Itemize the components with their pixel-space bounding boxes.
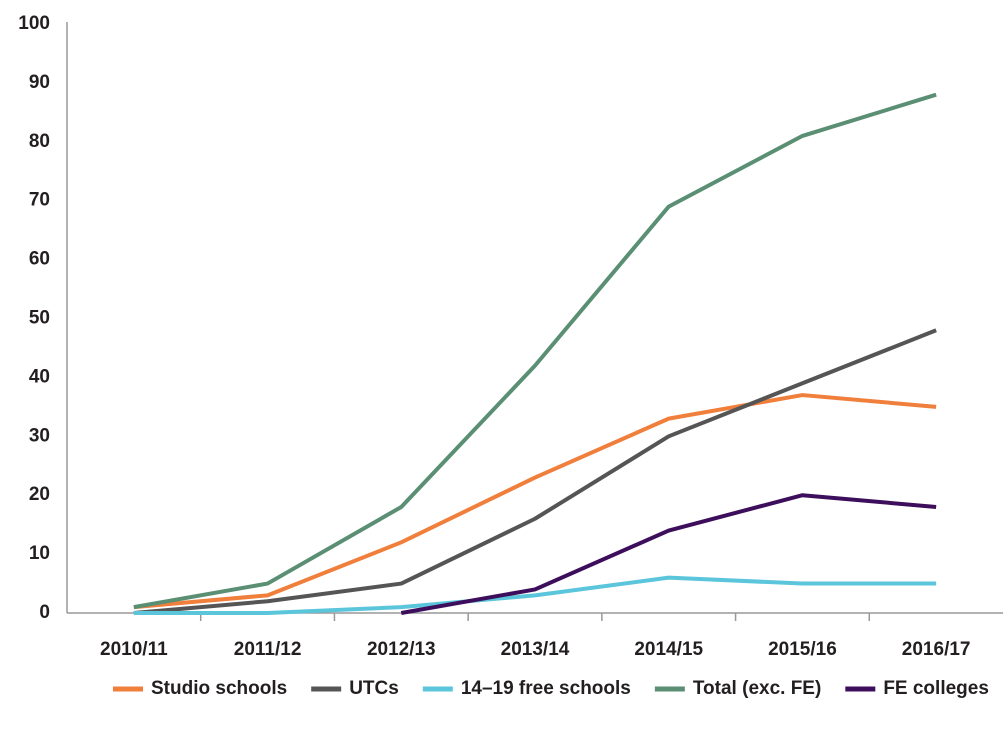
legend-label: Studio schools [151, 678, 287, 699]
y-tick-label: 30 [29, 425, 50, 446]
y-tick-label: 20 [29, 484, 50, 505]
x-tick-label: 2013/14 [501, 639, 570, 660]
y-tick-label: 70 [29, 190, 50, 211]
y-tick-label: 40 [29, 366, 50, 387]
series-line [133, 575, 937, 615]
legend-label: 14–19 free schools [461, 678, 631, 699]
x-tick-label: 2016/17 [902, 639, 971, 660]
legend-label: Total (exc. FE) [693, 678, 821, 699]
series-line [133, 328, 937, 615]
x-tick-label: 2011/12 [234, 639, 302, 660]
y-tick-label: 80 [29, 131, 50, 152]
y-tick-label: 60 [29, 249, 50, 270]
y-tick-label: 100 [18, 13, 50, 34]
x-tick-label: 2014/15 [634, 639, 703, 660]
x-tick-label: 2015/16 [768, 639, 837, 660]
x-tick-label: 2010/11 [100, 639, 168, 660]
y-tick-label: 0 [39, 602, 50, 623]
legend-label: FE colleges [883, 678, 989, 699]
series-line [133, 393, 937, 610]
y-tick-label: 10 [29, 543, 50, 564]
y-tick-label: 50 [29, 308, 50, 329]
series-line [133, 92, 937, 610]
legend-label: UTCs [349, 678, 399, 699]
series-line [400, 493, 937, 615]
y-tick-label: 90 [29, 72, 50, 93]
x-tick-label: 2012/13 [367, 639, 436, 660]
